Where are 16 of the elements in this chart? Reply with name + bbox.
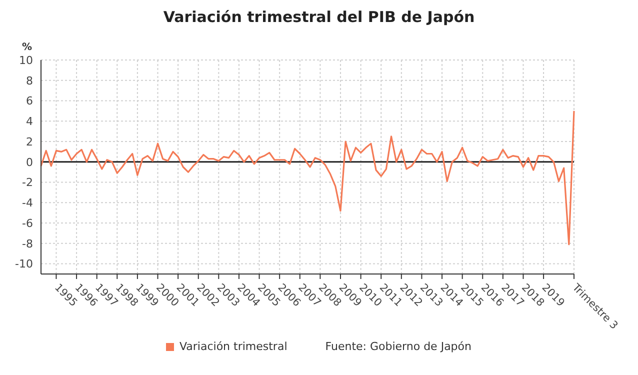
- y-tick-label: 4: [26, 115, 33, 128]
- y-tick-label: 10: [19, 54, 33, 67]
- chart-title: Variación trimestral del PIB de Japón: [162, 8, 476, 28]
- line-series: [40, 110, 575, 246]
- y-tick-label: -10: [15, 258, 33, 271]
- legend-label: Variación trimestral: [178, 340, 288, 353]
- y-tick-label: 8: [26, 74, 33, 88]
- y-tick-label: 6: [26, 94, 33, 108]
- y-tick-label: -6: [22, 216, 33, 230]
- y-tick-label: -2: [22, 176, 33, 190]
- y-tick-label: -8: [22, 237, 33, 250]
- y-axis-title: %: [22, 42, 32, 53]
- source-note: Fuente: Gobierno de Japón: [325, 340, 472, 353]
- y-tick-label: 0: [26, 156, 33, 169]
- y-tick-label: -4: [22, 196, 33, 210]
- y-tick-label: 2: [26, 135, 33, 148]
